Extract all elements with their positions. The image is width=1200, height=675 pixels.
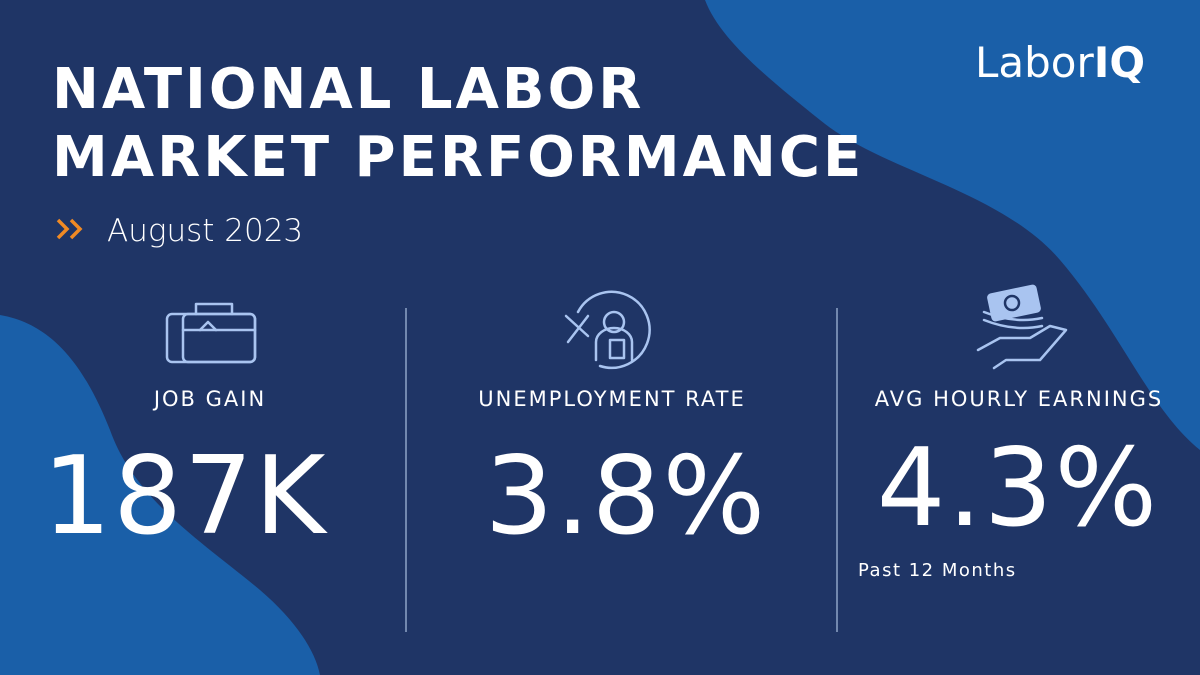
earnings-icon	[976, 284, 1068, 370]
stat-label: UNEMPLOYMENT RATE	[478, 387, 745, 411]
stat-value: 4.3%	[877, 426, 1159, 551]
briefcase-icon	[165, 302, 257, 364]
background-blob	[705, 0, 1200, 450]
title-line: NATIONAL LABOR	[52, 57, 644, 122]
logo-prefix: Labor	[975, 38, 1094, 87]
logo: LaborIQ	[975, 38, 1145, 87]
stat-label: JOB GAIN	[152, 387, 266, 411]
title-line: MARKET PERFORMANCE	[52, 125, 864, 190]
stat-value: 187K	[43, 434, 329, 559]
unemployment-icon	[564, 290, 651, 370]
stat-note: Past 12 Months	[858, 560, 1017, 581]
chevron-icon	[56, 218, 83, 240]
stat-value: 3.8%	[485, 434, 767, 559]
logo-suffix: IQ	[1094, 38, 1145, 87]
stat-label: AVG HOURLY EARNINGS	[875, 387, 1163, 411]
subtitle: August 2023	[107, 213, 303, 249]
background-blob	[0, 315, 320, 675]
